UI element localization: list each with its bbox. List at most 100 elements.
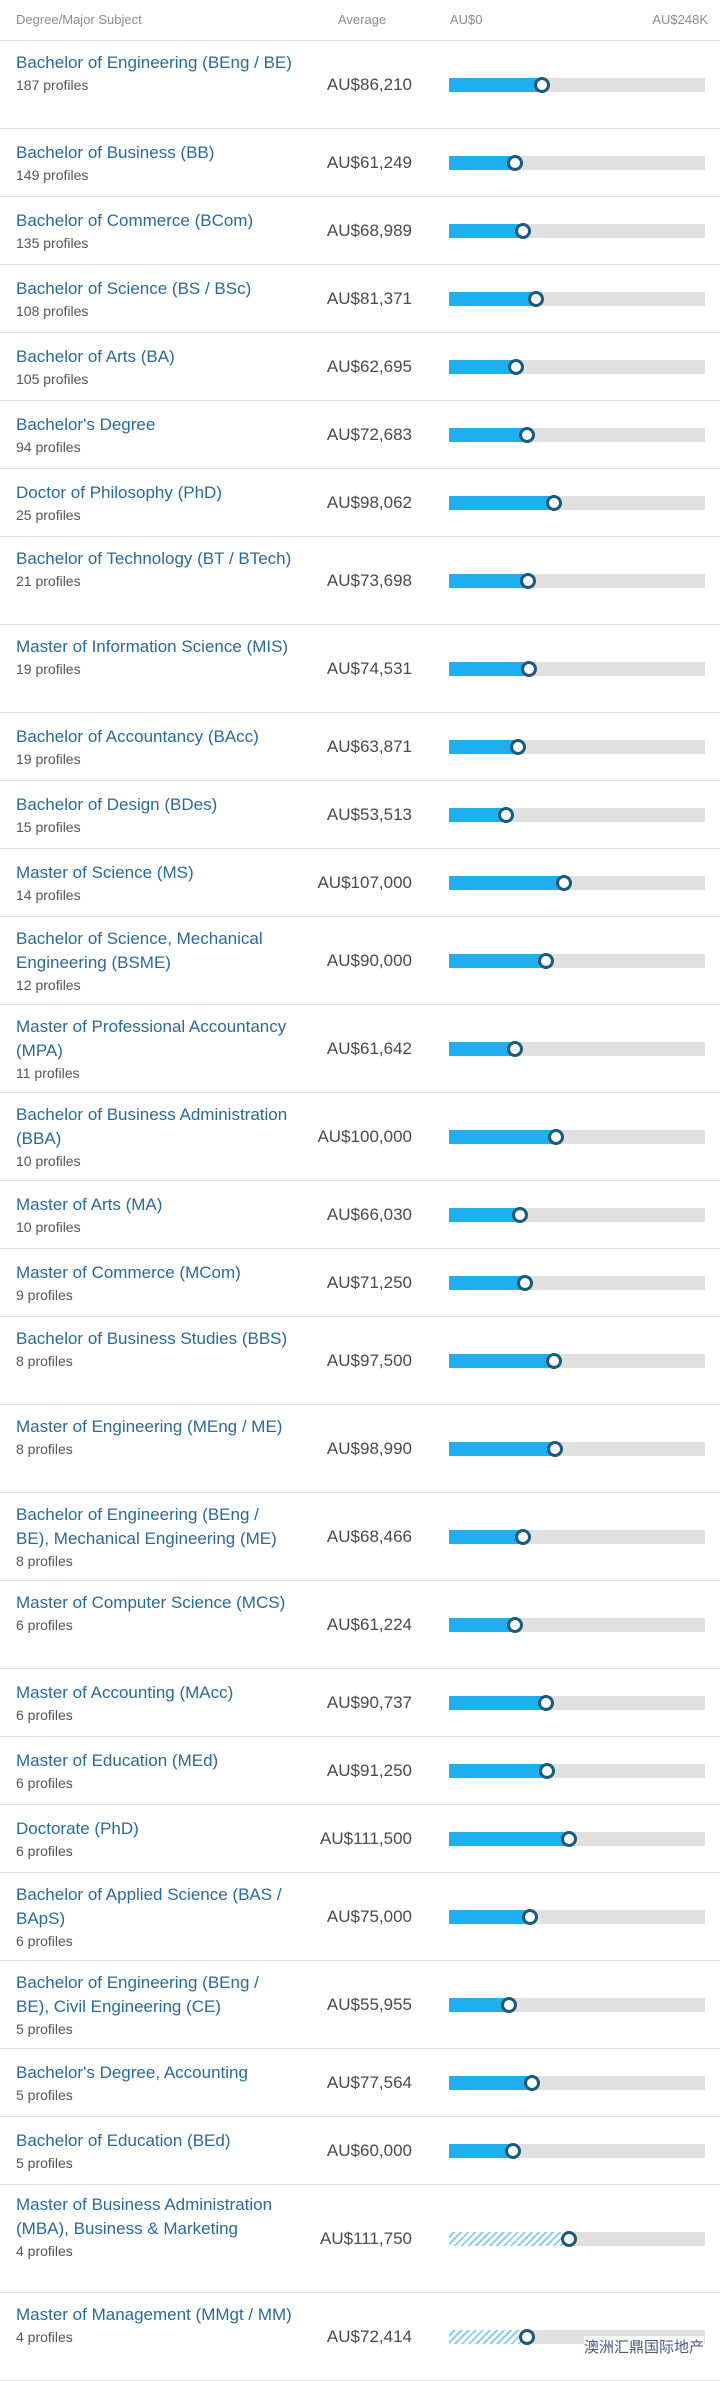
average-salary: AU$62,695	[326, 357, 412, 376]
average-marker-dot	[561, 2231, 577, 2247]
degree-name-link[interactable]: Bachelor of Applied Science (BAS / BApS)…	[16, 1883, 292, 1951]
degree-name-link[interactable]: Master of Commerce (MCom) 9 profiles	[16, 1261, 292, 1305]
degree-name[interactable]: Master of Information Science (MIS)	[16, 637, 289, 656]
salary-bar	[449, 78, 542, 92]
degree-name[interactable]: Master of Arts (MA)	[16, 1195, 163, 1214]
table-row: Bachelor of Business (BB) 149 profiles AU$…	[0, 129, 720, 197]
table-row: Bachelor's Degree 94 profiles AU$72,683	[0, 401, 720, 469]
degree-name-link[interactable]: Bachelor of Engineering (BEng / BE) 187 p…	[16, 51, 292, 95]
profile-count: 15 profiles	[16, 819, 81, 835]
average-salary: AU$81,371	[326, 289, 412, 308]
average-marker-dot	[512, 1207, 528, 1223]
degree-name[interactable]: Bachelor's Degree	[16, 415, 156, 434]
salary-bar-track	[449, 1763, 705, 1779]
average-salary: AU$73,698	[326, 571, 412, 590]
degree-name-link[interactable]: Bachelor of Engineering (BEng / BE), Mec…	[16, 1503, 292, 1571]
degree-name[interactable]: Master of Management (MMgt / MM)	[16, 2305, 292, 2324]
degree-name[interactable]: Master of Business Administration (MBA),…	[16, 2195, 273, 2238]
average-marker-dot	[547, 1441, 563, 1457]
degree-name-link[interactable]: Master of Education (MEd) 6 profiles	[16, 1749, 292, 1793]
degree-name[interactable]: Bachelor of Applied Science (BAS / BApS)	[16, 1885, 282, 1928]
average-salary: AU$68,466	[326, 1527, 412, 1546]
degree-name-link[interactable]: Doctor of Philosophy (PhD) 25 profiles	[16, 481, 292, 525]
profile-count: 187 profiles	[16, 77, 89, 93]
salary-bar	[449, 876, 564, 890]
degree-name[interactable]: Doctorate (PhD)	[16, 1819, 139, 1838]
degree-name[interactable]: Master of Computer Science (MCS)	[16, 1593, 286, 1612]
salary-bar	[449, 1998, 509, 2012]
degree-name-link[interactable]: Master of Accounting (MAcc) 6 profiles	[16, 1681, 292, 1725]
degree-name[interactable]: Bachelor of Arts (BA)	[16, 347, 175, 366]
degree-name-link[interactable]: Bachelor of Business Administration (BBA…	[16, 1103, 292, 1171]
degree-name-link[interactable]: Bachelor of Business Studies (BBS) 8 prof…	[16, 1327, 292, 1371]
degree-name[interactable]: Bachelor of Engineering (BEng / BE), Mec…	[16, 1505, 277, 1548]
degree-name[interactable]: Bachelor of Business Studies (BBS)	[16, 1329, 288, 1348]
salary-bar	[449, 2076, 532, 2090]
degree-name[interactable]: Bachelor of Business (BB)	[16, 143, 215, 162]
degree-name-link[interactable]: Bachelor of Education (BEd) 5 profiles	[16, 2129, 292, 2173]
degree-name[interactable]: Bachelor's Degree, Accounting	[16, 2063, 248, 2082]
degree-name-link[interactable]: Bachelor of Engineering (BEng / BE), Civ…	[16, 1971, 292, 2039]
profile-count: 4 profiles	[16, 2243, 73, 2259]
degree-name[interactable]: Bachelor of Engineering (BEng / BE), Civ…	[16, 1973, 259, 2016]
average-salary: AU$68,989	[326, 221, 412, 240]
degree-name-link[interactable]: Master of Engineering (MEng / ME) 8 profi…	[16, 1415, 292, 1459]
degree-name-link[interactable]: Bachelor of Technology (BT / BTech) 21 pr…	[16, 547, 292, 591]
salary-bar-track	[449, 427, 705, 443]
average-column-header: Average	[338, 12, 387, 27]
degree-name[interactable]: Master of Education (MEd)	[16, 1751, 219, 1770]
degree-name[interactable]: Doctor of Philosophy (PhD)	[16, 483, 222, 502]
degree-name[interactable]: Bachelor of Engineering (BEng / BE)	[16, 53, 292, 72]
degree-name-link[interactable]: Bachelor of Business (BB) 149 profiles	[16, 141, 292, 185]
degree-name-link[interactable]: Bachelor of Science (BS / BSc) 108 profil…	[16, 277, 292, 321]
average-salary: AU$55,955	[326, 1995, 412, 2014]
table-row: Bachelor of Business Studies (BBS) 8 prof…	[0, 1317, 720, 1405]
average-salary: AU$75,000	[326, 1907, 412, 1926]
degree-name[interactable]: Bachelor of Science (BS / BSc)	[16, 279, 252, 298]
degree-name-link[interactable]: Doctorate (PhD) 6 profiles	[16, 1817, 292, 1861]
degree-name-link[interactable]: Master of Arts (MA) 10 profiles	[16, 1193, 292, 1237]
salary-bar	[449, 2330, 527, 2344]
table-row: Master of Commerce (MCom) 9 profiles AU$71…	[0, 1249, 720, 1317]
salary-bar	[449, 1442, 555, 1456]
degree-name-link[interactable]: Master of Information Science (MIS) 19 pr…	[16, 635, 292, 679]
degree-name-link[interactable]: Master of Computer Science (MCS) 6 profil…	[16, 1591, 292, 1635]
degree-name-link[interactable]: Bachelor of Design (BDes) 15 profiles	[16, 793, 292, 837]
degree-name-link[interactable]: Bachelor of Science, Mechanical Engineer…	[16, 927, 292, 995]
degree-name[interactable]: Bachelor of Technology (BT / BTech)	[16, 549, 292, 568]
average-salary: AU$90,737	[326, 1693, 412, 1712]
degree-name-link[interactable]: Bachelor's Degree 94 profiles	[16, 413, 292, 457]
average-marker-dot	[556, 875, 572, 891]
salary-bar-track	[449, 291, 705, 307]
degree-name[interactable]: Bachelor of Commerce (BCom)	[16, 211, 254, 230]
salary-bar-track	[449, 1909, 705, 1925]
degree-name[interactable]: Master of Commerce (MCom)	[16, 1263, 241, 1282]
profile-count: 10 profiles	[16, 1219, 81, 1235]
degree-name-link[interactable]: Bachelor of Arts (BA) 105 profiles	[16, 345, 292, 389]
degree-name-link[interactable]: Bachelor's Degree, Accounting 5 profiles	[16, 2061, 292, 2105]
table-row: Bachelor of Applied Science (BAS / BApS)…	[0, 1873, 720, 1961]
table-row: Bachelor of Design (BDes) 15 profiles AU$5…	[0, 781, 720, 849]
degree-name-link[interactable]: Master of Business Administration (MBA),…	[16, 2193, 292, 2261]
degree-name[interactable]: Bachelor of Business Administration (BBA…	[16, 1105, 288, 1148]
degree-name[interactable]: Master of Science (MS)	[16, 863, 194, 882]
table-row: Bachelor of Education (BEd) 5 profiles AU$…	[0, 2117, 720, 2185]
degree-name-link[interactable]: Master of Management (MMgt / MM) 4 profil…	[16, 2303, 292, 2347]
degree-name[interactable]: Bachelor of Education (BEd)	[16, 2131, 231, 2150]
degree-name[interactable]: Bachelor of Design (BDes)	[16, 795, 218, 814]
degree-name-link[interactable]: Bachelor of Commerce (BCom) 135 profiles	[16, 209, 292, 253]
salary-bar-track	[449, 359, 705, 375]
salary-bar-track	[449, 573, 705, 589]
average-marker-dot	[538, 1695, 554, 1711]
profile-count: 105 profiles	[16, 371, 89, 387]
degree-name[interactable]: Master of Professional Accountancy (MPA)	[16, 1017, 287, 1060]
degree-name-link[interactable]: Master of Science (MS) 14 profiles	[16, 861, 292, 905]
degree-name[interactable]: Bachelor of Science, Mechanical Engineer…	[16, 929, 263, 972]
degree-name-link[interactable]: Master of Professional Accountancy (MPA)…	[16, 1015, 292, 1083]
table-row: Master of Engineering (MEng / ME) 8 profi…	[0, 1405, 720, 1493]
degree-name[interactable]: Master of Accounting (MAcc)	[16, 1683, 234, 1702]
degree-name-link[interactable]: Bachelor of Accountancy (BAcc) 19 profile…	[16, 725, 292, 769]
table-row: Bachelor of Science (BS / BSc) 108 profil…	[0, 265, 720, 333]
degree-name[interactable]: Master of Engineering (MEng / ME)	[16, 1417, 283, 1436]
degree-name[interactable]: Bachelor of Accountancy (BAcc)	[16, 727, 259, 746]
